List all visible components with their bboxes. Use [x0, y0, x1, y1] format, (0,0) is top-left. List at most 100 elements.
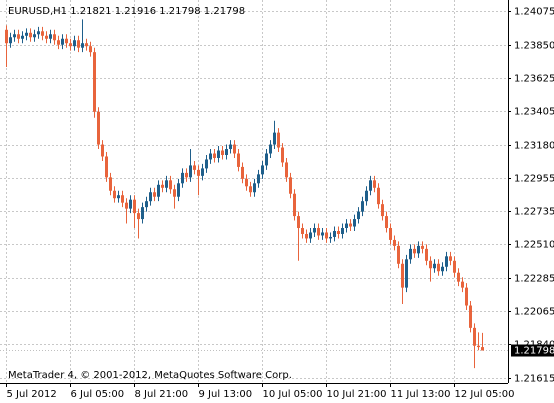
candle-body: [85, 43, 88, 47]
candle-body: [57, 40, 60, 45]
candle-body: [81, 43, 84, 48]
candle-body: [101, 144, 104, 157]
candle-body: [397, 245, 400, 264]
x-tick-label: 6 Jul 05:00: [71, 389, 125, 400]
candle-body: [337, 230, 340, 234]
candle-body: [17, 34, 20, 39]
candle-body: [9, 37, 12, 44]
candle-body: [421, 245, 424, 249]
candle-body: [25, 32, 28, 36]
candle-body: [41, 31, 44, 36]
candle-body: [261, 165, 264, 175]
candle-body: [433, 263, 436, 269]
candle-body: [341, 228, 344, 234]
candle-body: [449, 256, 452, 261]
candle-body: [265, 153, 268, 166]
candle-body: [153, 192, 156, 197]
x-tick-label: 10 Jul 05:00: [263, 389, 323, 400]
candle-body: [65, 38, 68, 44]
candle-body: [117, 195, 120, 199]
candle-body: [105, 156, 108, 178]
candle-body: [13, 34, 16, 38]
candle-body: [197, 169, 200, 176]
y-tick-label: 1.23625: [514, 74, 554, 85]
candle-body: [121, 195, 124, 203]
candle-body: [321, 232, 324, 236]
x-tick-label: 9 Jul 13:00: [199, 389, 253, 400]
candle-body: [113, 190, 116, 199]
candle-body: [381, 204, 384, 217]
y-tick-label: 1.22285: [514, 274, 554, 285]
candle-body: [417, 245, 420, 254]
candle-body: [385, 216, 388, 229]
candles: [5, 19, 484, 369]
candle-body: [189, 165, 192, 178]
candle-body: [317, 228, 320, 236]
candle-body: [97, 111, 100, 145]
candle-body: [465, 287, 468, 306]
candle-body: [453, 260, 456, 273]
candle-body: [5, 29, 8, 44]
candle-body: [149, 192, 152, 202]
candle-body: [377, 187, 380, 205]
candle-body: [181, 172, 184, 184]
y-tick-label: 1.22735: [514, 207, 554, 218]
candle-body: [33, 34, 36, 38]
candle-body: [257, 174, 260, 184]
candle-body: [469, 305, 472, 328]
x-tick-label: 12 Jul 05:00: [455, 389, 515, 400]
last-price-box: [511, 344, 554, 357]
candle-body: [477, 345, 480, 348]
candle-body: [177, 183, 180, 197]
y-tick-label: 1.22510: [514, 240, 554, 251]
candle-body: [345, 223, 348, 229]
candle-body: [49, 34, 52, 39]
copyright: MetaTrader 4, © 2001-2012, MetaQuotes So…: [8, 370, 292, 381]
candle-body: [269, 144, 272, 154]
candle-body: [357, 211, 360, 220]
candle-body: [69, 43, 72, 47]
x-tick-label: 11 Jul 13:00: [391, 389, 451, 400]
candle-body: [237, 153, 240, 167]
candle-body: [137, 213, 140, 220]
y-tick-label: 1.23180: [514, 141, 554, 152]
candle-body: [205, 159, 208, 169]
candle-body: [437, 263, 440, 272]
candle-body: [217, 150, 220, 158]
candle-body: [141, 207, 144, 220]
candle-body: [361, 201, 364, 212]
candle-body: [37, 31, 40, 35]
candle-body: [53, 34, 56, 41]
candle-body: [401, 263, 404, 288]
candle-body: [129, 199, 132, 209]
candle-body: [413, 248, 416, 254]
grid: [0, 0, 508, 383]
candle-body: [333, 230, 336, 237]
y-tick-label: 1.21615: [514, 374, 554, 385]
candle-body: [89, 46, 92, 53]
candle-body: [225, 149, 228, 155]
candle-body: [209, 153, 212, 160]
candle-body: [285, 162, 288, 178]
candle-body: [429, 260, 432, 269]
candle-body: [393, 239, 396, 246]
y-tick-label: 1.23850: [514, 41, 554, 52]
candle-body: [325, 232, 328, 239]
y-tick-label: 1.23405: [514, 107, 554, 118]
candle-body: [461, 281, 464, 288]
candle-body: [21, 35, 24, 39]
candle-body: [365, 190, 368, 202]
candle-body: [457, 272, 460, 282]
x-tick-label: 10 Jul 21:00: [327, 389, 387, 400]
y-tick-label: 1.22955: [514, 174, 554, 185]
candle-body: [273, 132, 276, 145]
candle-body: [185, 172, 188, 178]
symbol-header: EURUSD,H1 1.21821 1.21916 1.21798 1.2179…: [8, 6, 245, 17]
candle-body: [77, 40, 80, 48]
candle-body: [173, 189, 176, 197]
candle-body: [133, 199, 136, 214]
candle-body: [165, 180, 168, 188]
last-price-label: 1.21798: [514, 346, 554, 357]
